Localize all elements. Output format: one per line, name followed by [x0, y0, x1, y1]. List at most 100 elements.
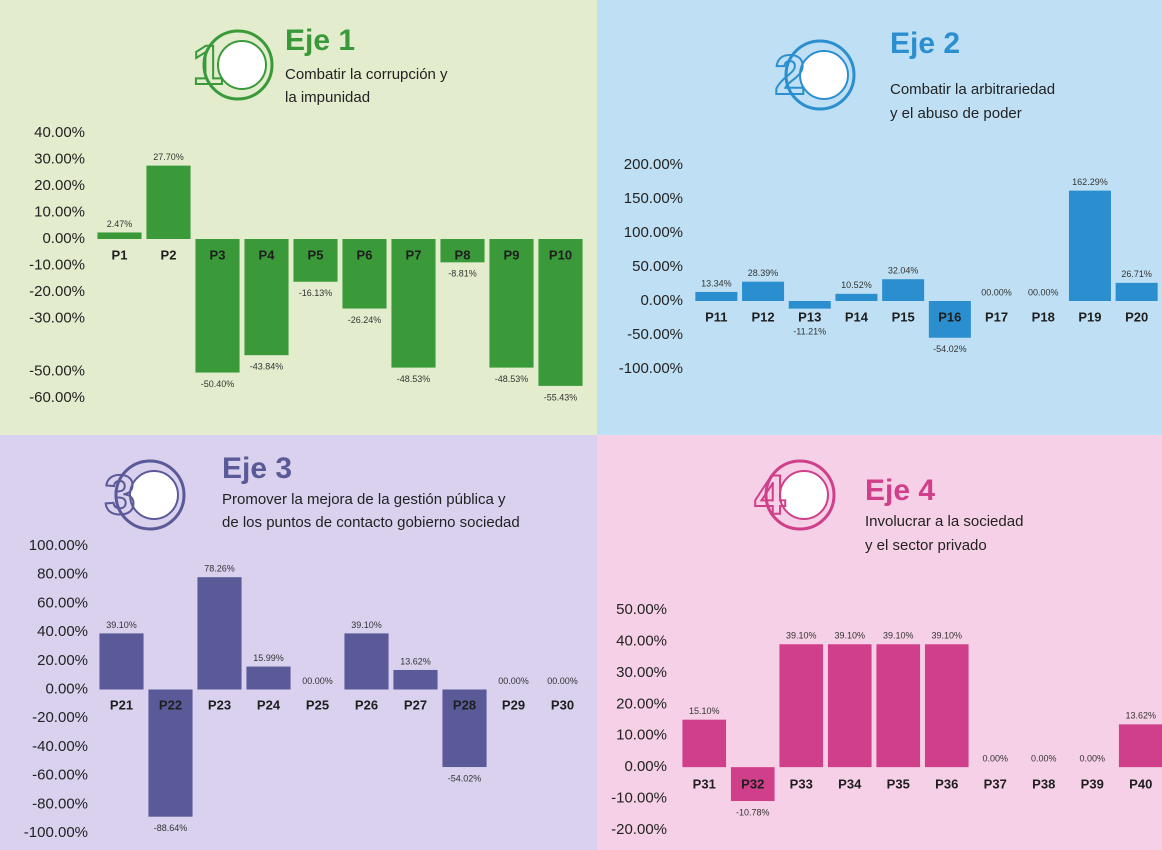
value-label: -16.13%: [299, 288, 333, 298]
x-tick-label: P27: [404, 697, 427, 712]
chart-title: Eje 2: [890, 27, 960, 60]
value-label: 78.26%: [204, 564, 235, 574]
subtitle: de los puntos de contacto gobierno socie…: [222, 514, 520, 531]
x-tick-label: P21: [110, 697, 133, 712]
bar: [742, 281, 785, 301]
x-tick-label: P4: [259, 247, 276, 262]
y-tick-label: 50.00%: [616, 601, 667, 618]
y-tick-label: 20.00%: [616, 695, 667, 712]
x-tick-label: P23: [208, 697, 231, 712]
x-tick-label: P36: [935, 776, 958, 791]
x-tick-label: P25: [306, 697, 329, 712]
value-label: -54.02%: [448, 773, 482, 783]
bar: [195, 239, 240, 373]
y-tick-label: 100.00%: [29, 537, 88, 554]
x-tick-label: P22: [159, 697, 182, 712]
x-tick-label: P34: [838, 776, 862, 791]
x-tick-label: P17: [985, 309, 1008, 324]
value-label: 00.00%: [981, 287, 1012, 297]
value-label: 39.10%: [834, 631, 865, 641]
bar: [244, 239, 289, 356]
chart-title: Eje 4: [865, 474, 935, 507]
x-tick-label: P39: [1081, 776, 1104, 791]
y-tick-label: 0.00%: [640, 292, 683, 309]
value-label: 2.47%: [107, 219, 133, 229]
bar: [344, 633, 389, 690]
x-tick-label: P20: [1125, 309, 1148, 324]
value-label: -55.43%: [544, 392, 578, 402]
y-tick-label: 80.00%: [37, 566, 88, 583]
y-tick-label: 0.00%: [45, 680, 88, 697]
bar: [146, 165, 191, 239]
badge-digit: 4: [754, 463, 785, 526]
x-tick-label: P40: [1129, 776, 1152, 791]
icon-ring: [114, 459, 186, 531]
value-label: -88.64%: [154, 823, 188, 833]
x-tick-label: P8: [455, 247, 471, 262]
value-label: 27.70%: [153, 152, 184, 162]
x-tick-label: P31: [693, 776, 716, 791]
value-label: 15.99%: [253, 653, 284, 663]
x-tick-label: P9: [504, 247, 520, 262]
value-label: 39.10%: [883, 631, 914, 641]
y-tick-label: 30.00%: [616, 664, 667, 681]
value-label: 28.39%: [748, 268, 779, 278]
x-tick-label: P16: [938, 309, 961, 324]
x-tick-label: P3: [210, 247, 226, 262]
y-tick-label: -100.00%: [619, 360, 683, 377]
value-label: 39.10%: [106, 620, 137, 630]
y-tick-label: 50.00%: [632, 258, 683, 275]
bar: [342, 239, 387, 309]
y-tick-label: 30.00%: [34, 150, 85, 167]
x-tick-label: P12: [751, 309, 774, 324]
value-label: 00.00%: [547, 676, 578, 686]
value-label: 13.62%: [400, 656, 431, 666]
subtitle: y el abuso de poder: [890, 105, 1022, 122]
chart-title: Eje 1: [285, 24, 355, 57]
value-label: 26.71%: [1121, 269, 1152, 279]
x-tick-label: P18: [1032, 309, 1055, 324]
bar: [1118, 724, 1162, 768]
x-tick-label: P5: [308, 247, 324, 262]
subtitle: Promover la mejora de la gestión pública…: [222, 491, 506, 508]
subtitle: la impunidad: [285, 89, 370, 106]
value-label: -11.21%: [793, 326, 826, 336]
bar: [695, 291, 738, 301]
panel-background: [597, 0, 1162, 435]
y-tick-label: 0.00%: [624, 758, 667, 775]
icon: [129, 470, 179, 520]
badge-digit: 2: [774, 43, 805, 106]
bar: [148, 689, 193, 817]
value-label: -26.24%: [348, 315, 382, 325]
y-tick-label: 20.00%: [37, 652, 88, 669]
y-tick-label: -80.00%: [32, 795, 88, 812]
x-tick-label: P28: [453, 697, 476, 712]
bar: [393, 669, 438, 690]
x-tick-label: P24: [257, 697, 281, 712]
value-label: 32.04%: [888, 266, 919, 276]
y-tick-label: -40.00%: [32, 738, 88, 755]
y-tick-label: 10.00%: [34, 203, 85, 220]
value-label: -50.40%: [201, 379, 235, 389]
y-tick-label: 10.00%: [616, 727, 667, 744]
bar: [489, 239, 534, 368]
panel-background: [597, 435, 1162, 850]
value-label: -10.78%: [736, 807, 770, 817]
x-tick-label: P14: [845, 309, 869, 324]
bar: [835, 293, 878, 301]
y-tick-label: 0.00%: [42, 230, 85, 247]
icon-ring: [202, 29, 274, 101]
bar: [882, 279, 925, 301]
y-tick-label: -100.00%: [24, 824, 88, 841]
x-tick-label: P26: [355, 697, 378, 712]
bar: [827, 644, 872, 768]
bar: [730, 767, 775, 802]
x-tick-label: P11: [705, 309, 727, 324]
value-label: 0.00%: [1079, 754, 1105, 764]
y-tick-label: 40.00%: [37, 623, 88, 640]
chart-title: Eje 3: [222, 452, 292, 485]
bar: [391, 239, 436, 368]
y-tick-label: -50.00%: [29, 362, 85, 379]
icon-ring: [764, 459, 836, 531]
y-tick-label: -20.00%: [32, 709, 88, 726]
